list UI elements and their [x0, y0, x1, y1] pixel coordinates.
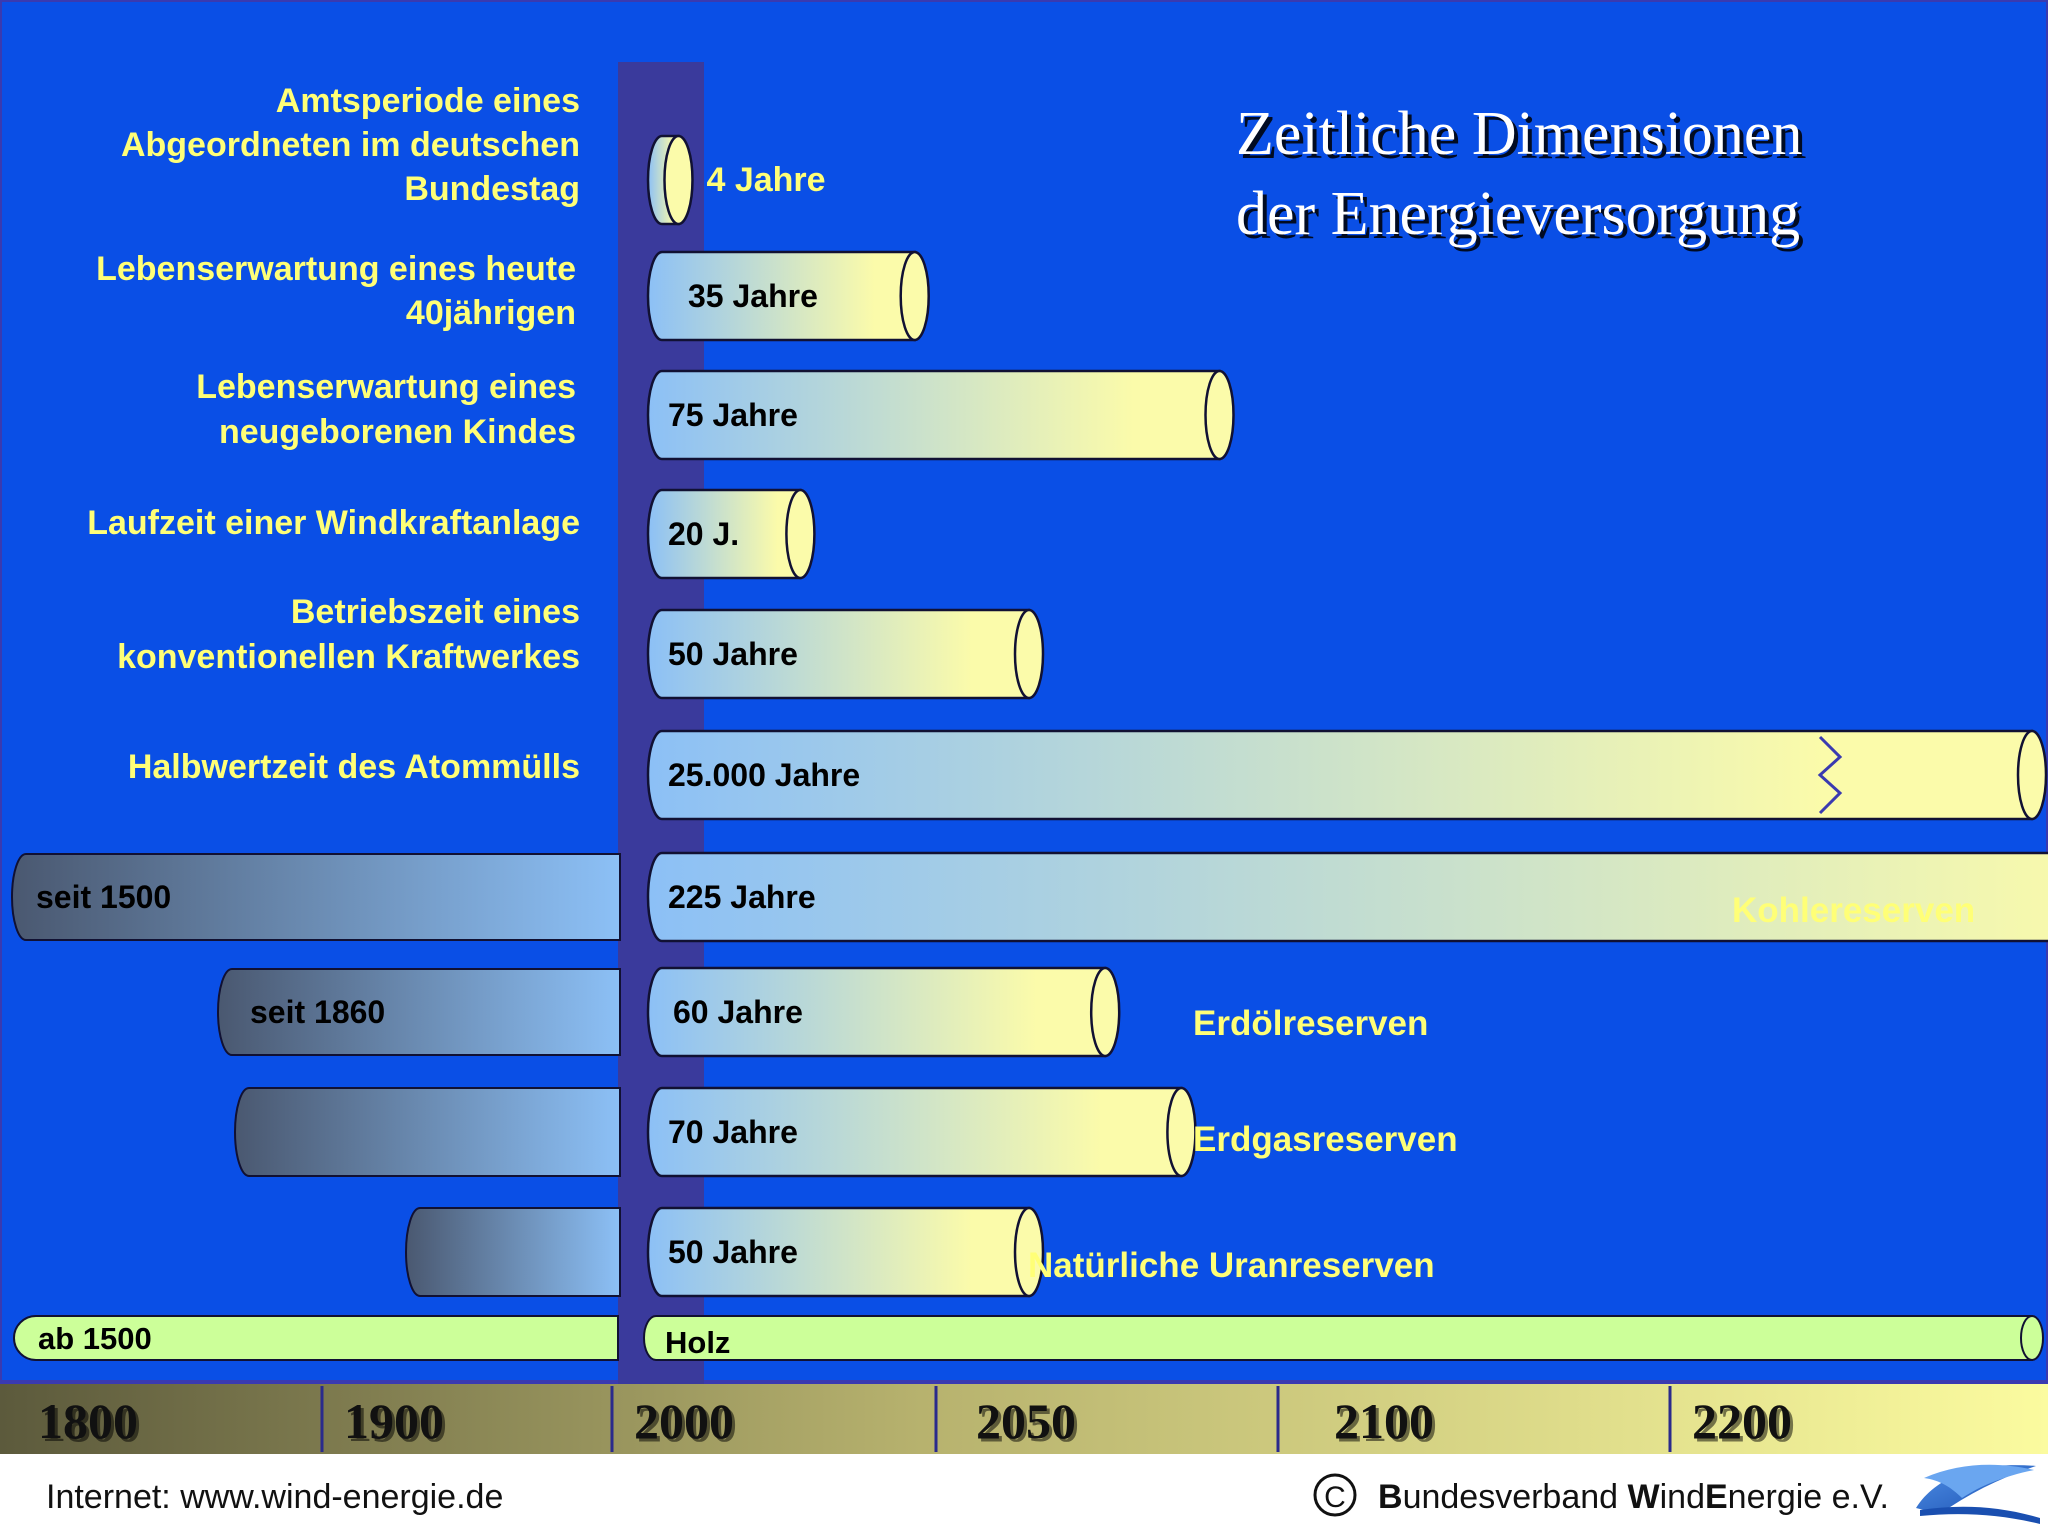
axis-tick-shadow-2200: 2200 [1695, 1396, 1795, 1452]
bar-cap-lebenserwartung-eines-neugeborenen-kindes [1204, 369, 1235, 461]
copyright-symbol: C [1324, 1481, 1346, 1514]
value-label-kohlereserven: 225 Jahre [668, 879, 816, 915]
wood-past-bar [13, 1315, 619, 1361]
bar-cap-laufzeit-einer-windkraftanlage [785, 488, 816, 580]
axis-tick-2100: 2100 [1334, 1393, 1434, 1449]
past-bar-erdgasreserven [234, 1087, 621, 1177]
axis-tick-shadow-2000: 2000 [637, 1396, 737, 1452]
axis-tick-2000: 2000 [634, 1393, 734, 1449]
title-line2: der Energieversorgung [1236, 180, 1800, 248]
copyright-circle [1313, 1473, 1357, 1517]
title-line1: Zeitliche Dimensionen [1236, 100, 1802, 168]
row-label-4-line-0: Betriebszeit eines [291, 593, 580, 631]
bar-cap-halbwertzeit-des-atomm-lls [2016, 729, 2048, 821]
value-label-laufzeit-einer-windkraftanlage: 20 J. [668, 516, 739, 552]
bar-lebenserwartung-eines-neugeborenen-kindes [646, 369, 1221, 461]
past-bar-kohlereserven [11, 853, 621, 941]
bar-cap-erdgasreserven [1166, 1086, 1197, 1178]
chart-title: Zeitliche Dimensionen Zeitliche Dimensio… [1236, 100, 1806, 252]
resource-label-erdgasreserven: Erdgasreserven [1193, 1120, 1458, 1159]
wood-bar [643, 1315, 2033, 1361]
row-label-0-line-1: Abgeordneten im deutschen [121, 126, 580, 164]
axis-band [0, 1384, 2048, 1454]
axis-tick-shadow-1800: 1800 [41, 1396, 141, 1452]
wood-since-label: ab 1500 [38, 1321, 152, 1356]
org-part-ind: ind [1660, 1478, 1705, 1516]
resource-label-kohlereserven: Kohlereserven [1732, 891, 1975, 930]
resource-label-nat-rliche-uranreserven: Natürliche Uranreserven [1028, 1246, 1435, 1285]
row-label-4-line-1: konventionellen Kraftwerkes [117, 638, 580, 676]
bar-cap-lebenserwartung-eines-heute-40j-hrigen [899, 250, 930, 342]
org-part-nergie: nergie e.V. [1728, 1478, 1889, 1516]
bars-group: Amtsperiode eines Abgeordneten im deutsch… [11, 82, 2048, 1361]
bar-nat-rliche-uranreserven [646, 1206, 1031, 1298]
value-label-erdgasreserven: 70 Jahre [668, 1114, 798, 1150]
row-label-2-line-1: neugeborenen Kindes [219, 413, 576, 451]
row-label-1-line-1: 40jährigen [406, 294, 576, 332]
bar-kohlereserven [646, 851, 2048, 943]
value-label-nat-rliche-uranreserven: 50 Jahre [668, 1234, 798, 1270]
value-label-erd-lreserven: 60 Jahre [673, 994, 803, 1030]
title-shadow-line1: Zeitliche Dimensionen [1240, 104, 1806, 172]
since-label-kohlereserven: seit 1500 [36, 879, 171, 915]
organisation-name: Bundesverband WindEnergie e.V. [1378, 1478, 1889, 1516]
bar-erd-lreserven [646, 966, 1107, 1058]
bar-erdgasreserven [646, 1086, 1183, 1178]
row-label-0-line-2: Bundestag [404, 170, 580, 208]
wood-bar-cap [2020, 1315, 2044, 1361]
bar-lebenserwartung-eines-heute-40j-hrigen [646, 250, 916, 342]
row-label-1-line-0: Lebenserwartung eines heute [96, 250, 576, 288]
footer: Internet: www.wind-energie.de C Bundesve… [46, 1464, 2040, 1524]
axis-tick-2200: 2200 [1692, 1393, 1792, 1449]
axis-tick-1900: 1900 [344, 1393, 444, 1449]
org-part-e: E [1705, 1478, 1728, 1516]
org-part-w: W [1628, 1478, 1661, 1516]
axis-tick-shadow-2050: 2050 [979, 1396, 1079, 1452]
axis-tick-1800: 1800 [38, 1393, 138, 1449]
bar-cap-nat-rliche-uranreserven [1013, 1206, 1045, 1298]
value-label-betriebszeit-eines-konventionellen-kraftwerkes: 50 Jahre [668, 636, 798, 672]
axis-tick-shadow-2100: 2100 [1337, 1396, 1437, 1452]
past-bar-erd-lreserven [217, 968, 621, 1056]
axis-tick-2050: 2050 [976, 1393, 1076, 1449]
value-label-amtsperiode-eines-abgeordneten-im-deutschen-bundestag: 4 Jahre [706, 161, 825, 199]
resource-label-erd-lreserven: Erdölreserven [1193, 1004, 1428, 1043]
row-label-5-line-0: Halbwertzeit des Atommülls [128, 748, 580, 786]
bar-laufzeit-einer-windkraftanlage [646, 488, 802, 580]
bwe-logo-icon [1916, 1464, 2040, 1524]
axis-tick-shadow-1900: 1900 [347, 1396, 447, 1452]
value-label-halbwertzeit-des-atomm-lls: 25.000 Jahre [668, 757, 860, 793]
past-bar-nat-rliche-uranreserven [405, 1207, 621, 1297]
row-label-2-line-0: Lebenserwartung eines [196, 368, 576, 406]
bar-cap-betriebszeit-eines-konventionellen-kraftwerkes [1013, 608, 1045, 700]
row-label-0-line-0: Amtsperiode eines [276, 82, 580, 120]
bar-halbwertzeit-des-atomm-lls [646, 729, 2034, 821]
value-label-lebenserwartung-eines-heute-40j-hrigen: 35 Jahre [688, 278, 818, 314]
org-part-undesverband: undesverband [1403, 1478, 1628, 1516]
org-part-b: B [1378, 1478, 1403, 1516]
wood-label: Holz [665, 1325, 730, 1360]
bar-cap-amtsperiode-eines-abgeordneten-im-deutschen-bundestag [663, 134, 694, 226]
title-shadow-line2: der Energieversorgung [1240, 184, 1804, 252]
row-label-3-line-0: Laufzeit einer Windkraftanlage [87, 504, 580, 542]
bar-cap-erd-lreserven [1089, 966, 1121, 1058]
value-label-lebenserwartung-eines-neugeborenen-kindes: 75 Jahre [668, 397, 798, 433]
since-label-erd-lreserven: seit 1860 [250, 994, 385, 1030]
internet-url: Internet: www.wind-energie.de [46, 1478, 503, 1516]
axis-break-icon [1817, 735, 1843, 815]
bar-betriebszeit-eines-konventionellen-kraftwerkes [646, 608, 1031, 700]
